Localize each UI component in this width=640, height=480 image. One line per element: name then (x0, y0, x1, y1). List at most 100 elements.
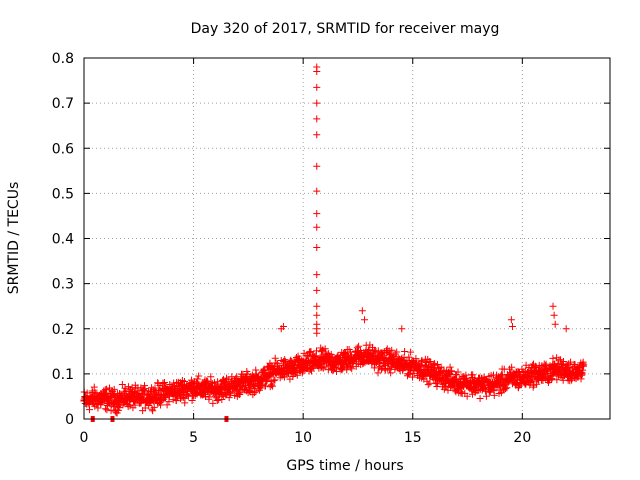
noise-point (121, 384, 129, 392)
noise-point (227, 389, 235, 397)
noise-point (490, 391, 498, 399)
noise-point (204, 377, 212, 385)
y-tick-label: 0.7 (52, 96, 74, 112)
peak-point (398, 325, 406, 333)
noise-point (508, 363, 516, 371)
noise-point (255, 372, 263, 380)
noise-point (454, 368, 462, 376)
noise-point (221, 379, 229, 387)
spike-point (313, 302, 321, 310)
spike-point (313, 210, 321, 218)
noise-point (421, 362, 429, 370)
noise-point (271, 376, 279, 384)
noise-point (133, 389, 141, 397)
spike-point (313, 99, 321, 107)
noise-point (107, 407, 115, 415)
noise-point (139, 386, 147, 394)
spike-point (313, 329, 321, 337)
y-tick-label: 0.5 (52, 186, 74, 202)
noise-point (90, 383, 98, 391)
noise-point (319, 364, 327, 372)
noise-point (348, 365, 356, 373)
noise-point (225, 394, 233, 402)
noise-point (476, 394, 484, 402)
noise-point (559, 357, 567, 365)
noise-point (503, 384, 511, 392)
noise-point (549, 354, 557, 362)
spike-point (313, 131, 321, 139)
noise-point (321, 345, 329, 353)
noise-point (446, 363, 454, 371)
spike-point (313, 187, 321, 195)
y-tick-label: 0.6 (52, 141, 74, 157)
noise-point (149, 407, 157, 415)
data-points (80, 63, 588, 422)
x-axis-label: GPS time / hours (286, 458, 403, 474)
noise-point (404, 370, 412, 378)
axis-ticks: 0 5 10 15 20 0 0.1 0.2 0.3 0.4 0.5 0.6 0.7 0.8 (52, 51, 610, 446)
peak-point (507, 316, 515, 324)
noise-point (482, 392, 490, 400)
noise-point (408, 373, 416, 381)
spike-point (313, 271, 321, 279)
noise-point (195, 372, 203, 380)
peak-point (562, 325, 570, 333)
noise-point (405, 353, 413, 361)
noise-point (250, 389, 258, 397)
noise-point (160, 378, 168, 386)
noise-point (207, 378, 215, 386)
noise-point (463, 392, 471, 400)
spike-point (313, 286, 321, 294)
noise-point (407, 348, 415, 356)
y-tick-label: 0.1 (52, 367, 74, 383)
y-tick-label: 0.2 (52, 322, 74, 338)
noise-point (210, 379, 218, 387)
noise-point (172, 397, 180, 405)
spike-point (313, 311, 321, 319)
noise-point (365, 346, 373, 354)
noise-point (293, 371, 301, 379)
noise-point (131, 401, 139, 409)
noise-point (103, 385, 111, 393)
noise-point (157, 401, 165, 409)
noise-point (457, 388, 465, 396)
noise-point (151, 384, 159, 392)
y-tick-label: 0.4 (52, 232, 74, 248)
y-tick-label: 0.8 (52, 51, 74, 67)
noise-point (502, 385, 510, 393)
noise-point (118, 381, 126, 389)
noise-point (261, 382, 269, 390)
peak-point (358, 307, 366, 315)
noise-point (269, 382, 277, 390)
noise-point (226, 390, 234, 398)
peak-point (549, 302, 557, 310)
noise-point (110, 385, 118, 393)
peak-point (361, 316, 369, 324)
chart-title: Day 320 of 2017, SRMTID for receiver may… (191, 21, 500, 37)
peak-point (508, 322, 516, 330)
noise-point (272, 359, 280, 367)
y-tick-label: 0.3 (52, 277, 74, 293)
noise-point (553, 376, 561, 384)
noise-point (307, 367, 315, 375)
noise-point (426, 379, 434, 387)
x-tick-label: 0 (80, 430, 89, 446)
noise-point (423, 367, 431, 375)
peak-point (550, 311, 558, 319)
noise-point (424, 381, 432, 389)
spike-point (313, 162, 321, 170)
noise-point (213, 397, 221, 405)
noise-point (250, 383, 258, 391)
noise-point (355, 342, 363, 350)
noise-point (433, 361, 441, 369)
noise-point (374, 369, 382, 377)
noise-point (567, 358, 575, 366)
noise-point (112, 393, 120, 401)
noise-point (223, 374, 231, 382)
noise-point (188, 396, 196, 404)
noise-point (417, 357, 425, 365)
peak-point (551, 320, 559, 328)
noise-point (307, 348, 315, 356)
noise-point (270, 377, 278, 385)
noise-point (448, 368, 456, 376)
